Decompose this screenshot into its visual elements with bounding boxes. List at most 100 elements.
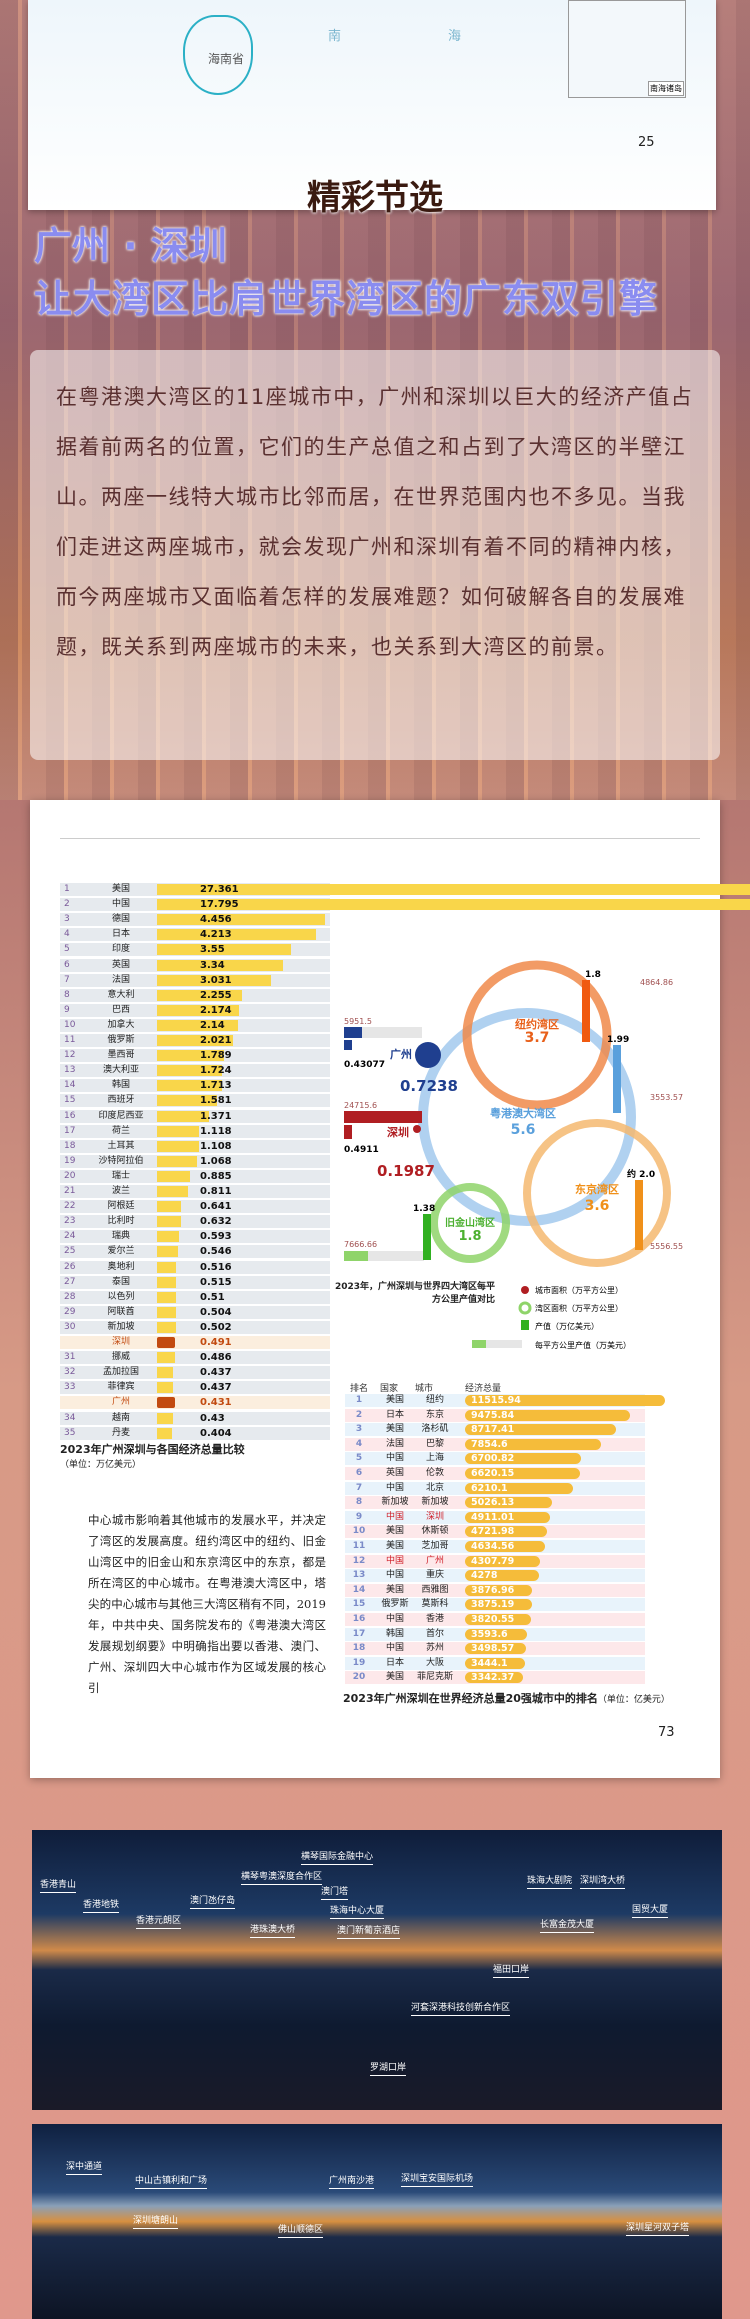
- rank: 10: [64, 1019, 76, 1030]
- gdp-bar: [157, 1019, 238, 1031]
- gdp-value: 0.404: [200, 1427, 232, 1439]
- gdp-bar: [157, 1231, 180, 1243]
- gdp-bar: [157, 1276, 177, 1288]
- city-name: 苏州: [425, 1643, 444, 1654]
- city-name: 纽约: [425, 1395, 444, 1405]
- city-row: 15 俄罗斯 莫斯科 3875.19: [345, 1598, 645, 1612]
- rank: 2: [64, 899, 70, 910]
- rank: 32: [64, 1367, 76, 1378]
- gdp-value: 1.108: [200, 1140, 232, 1152]
- per-km2-track: [368, 1251, 424, 1261]
- landmark-label: 深圳星河双子塔: [626, 2223, 690, 2236]
- rank: 3: [64, 914, 70, 925]
- city-name: 伦敦: [425, 1468, 444, 1478]
- gdp-bar: 9475.84: [465, 1409, 630, 1421]
- country-name: 以色列: [107, 1291, 135, 1302]
- country-name: 澳大利亚: [102, 1065, 139, 1076]
- country-name: 中国: [385, 1453, 404, 1464]
- gdp-bar: [157, 944, 291, 956]
- legend-label: 产值（万亿美元）: [535, 1321, 599, 1331]
- panorama-photo-2: 深中通道 中山古镇利和广场 深圳塘朗山 佛山顺德区 广州南沙港 深圳宝安国际机场 深圳星河双…: [32, 2124, 722, 2319]
- country-row: 19 沙特阿拉伯 1.068: [60, 1154, 330, 1168]
- shenzhen-dot: [413, 1125, 421, 1133]
- bay-area: 3.6: [585, 1198, 610, 1214]
- country-row: 20 瑞士 0.885: [60, 1169, 330, 1183]
- bay-per-km2: 5556.55: [650, 1242, 683, 1251]
- gdp-value: 0.632: [200, 1216, 232, 1228]
- landmark-label: 罗湖口岸: [370, 2063, 407, 2076]
- landmark-label: 中山古镇利和广场: [135, 2176, 208, 2189]
- rank: 5: [355, 1453, 363, 1464]
- country-name: 日本: [385, 1657, 404, 1668]
- gdp-bar: [157, 1427, 173, 1439]
- landmark-label: 国贸大厦: [632, 1905, 669, 1918]
- gdp-bar: [157, 1201, 182, 1213]
- country-name: 墨西哥: [107, 1050, 135, 1061]
- country-row: 31 挪威 0.486: [60, 1351, 330, 1365]
- bay-per-km2: 4864.86: [640, 978, 673, 987]
- country-name: 泰国: [111, 1276, 130, 1287]
- gdp-bar: 3876.96: [465, 1584, 533, 1596]
- country-name: 瑞典: [111, 1231, 130, 1242]
- output-bar: [423, 1214, 431, 1260]
- rank: 25: [64, 1246, 76, 1257]
- city-name: 东京: [425, 1409, 444, 1420]
- city-row: 11 美国 芝加哥 4634.56: [345, 1540, 645, 1553]
- landmark-label: 珠海中心大厦: [330, 1906, 385, 1919]
- gdp-bar: [157, 1065, 222, 1077]
- country-name: 意大利: [107, 989, 135, 1000]
- gdp-bar: [157, 914, 325, 926]
- gdp-bar: [157, 1321, 176, 1333]
- country-name: 荷兰: [111, 1125, 130, 1136]
- country-row: 3 德国 4.456: [60, 913, 330, 927]
- landmark-label: 深中通道: [66, 2162, 103, 2175]
- city-name: 新加坡: [421, 1497, 449, 1508]
- country-name: 韩国: [111, 1080, 130, 1091]
- country-name: 美国: [385, 1672, 404, 1683]
- landmark-label: 横琴国际金融中心: [301, 1852, 374, 1865]
- gdp-value: 1.118: [200, 1125, 232, 1137]
- city-name: 芝加哥: [421, 1541, 449, 1551]
- city-row: 17 韩国 首尔 3593.6: [345, 1627, 645, 1641]
- city-row: 18 中国 苏州 3498.57: [345, 1642, 645, 1656]
- country-row: 12 墨西哥 1.789: [60, 1049, 330, 1063]
- country-row: 32 孟加拉国 0.437: [60, 1366, 330, 1380]
- country-name: 波兰: [111, 1186, 130, 1196]
- column-header: 经济总量: [465, 1384, 502, 1394]
- rank: 15: [64, 1095, 76, 1106]
- city-row: 7 中国 北京 6210.1: [345, 1481, 645, 1495]
- diagram-title: 2023年，广州深圳与世界四大湾区每平方公里产值对比: [334, 1282, 495, 1305]
- country-name: 新加坡: [381, 1497, 409, 1508]
- country-row: 1 美国 27.361: [60, 883, 750, 896]
- country-name: 韩国: [385, 1628, 404, 1639]
- country-name: 印度尼西亚: [98, 1110, 144, 1121]
- sea-label: 南: [328, 29, 342, 44]
- gdp-bar: [157, 1186, 188, 1197]
- country-row: 16 印度尼西亚 1.371: [60, 1109, 330, 1123]
- rank: 13: [352, 1570, 366, 1581]
- rank: 8: [355, 1497, 363, 1508]
- rank: 35: [64, 1427, 76, 1438]
- gdp-value: 0.885: [200, 1170, 232, 1182]
- rank: 4: [355, 1438, 363, 1449]
- gdp-value: 0.593: [200, 1231, 232, 1243]
- rank: 19: [352, 1657, 366, 1668]
- country-name: 土耳其: [107, 1140, 135, 1151]
- country-name: 比利时: [107, 1216, 135, 1227]
- gdp-value: 4.456: [200, 914, 232, 926]
- rank: 11: [352, 1541, 366, 1551]
- gdp-bar: 4307.79: [465, 1555, 540, 1567]
- inset-map: 南海诸岛: [568, 0, 686, 98]
- gdp-bar: 3820.55: [465, 1614, 532, 1625]
- rank: 15: [352, 1599, 366, 1610]
- rank: 26: [64, 1261, 76, 1272]
- rank: 1: [355, 1395, 363, 1405]
- legend-label: 城市面积（万平方公里）: [535, 1285, 623, 1295]
- country-row: 9 巴西 2.174: [60, 1003, 330, 1017]
- province-label: 海南省: [208, 52, 245, 66]
- city-row: 8 新加坡 新加坡 5026.13: [345, 1496, 645, 1510]
- gdp-value: 0.437: [200, 1382, 232, 1394]
- landmark-label: 澳门塔: [321, 1887, 349, 1900]
- rank: 34: [64, 1412, 76, 1423]
- rank: 22: [64, 1201, 76, 1212]
